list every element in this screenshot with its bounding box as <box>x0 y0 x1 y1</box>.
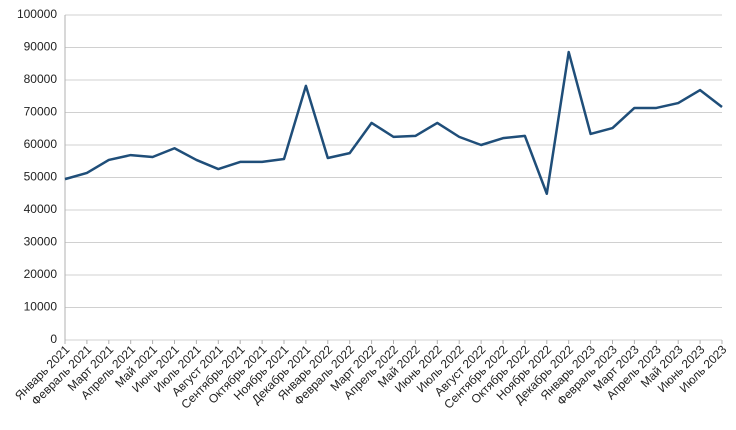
y-tick-label: 10000 <box>24 300 58 314</box>
y-tick-label: 0 <box>50 332 57 346</box>
y-tick-label: 100000 <box>17 7 57 21</box>
y-tick-label: 90000 <box>24 40 58 54</box>
y-tick-label: 20000 <box>24 267 58 281</box>
y-tick-label: 50000 <box>24 170 58 184</box>
y-tick-label: 80000 <box>24 72 58 86</box>
y-tick-label: 30000 <box>24 235 58 249</box>
y-tick-label: 60000 <box>24 137 58 151</box>
line <box>64 50 723 195</box>
y-tick-label: 40000 <box>24 202 58 216</box>
y-tick-label: 70000 <box>24 105 58 119</box>
